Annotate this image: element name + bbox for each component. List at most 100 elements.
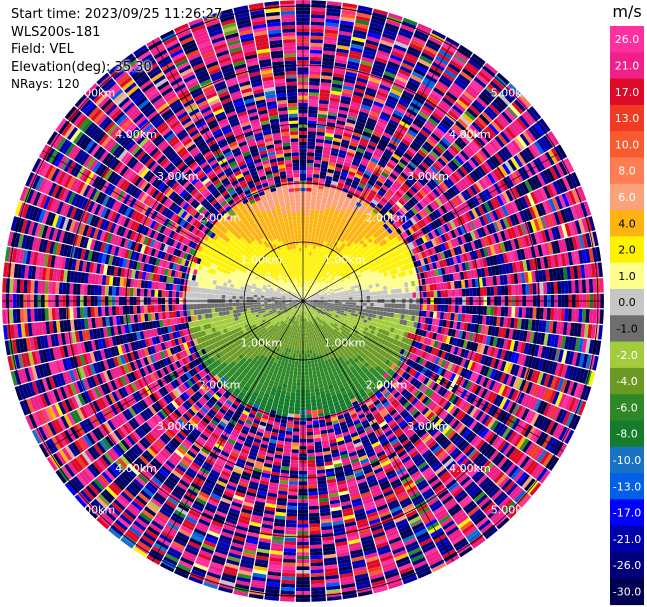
range-gate bbox=[328, 108, 339, 113]
range-gate bbox=[348, 171, 356, 177]
range-gate bbox=[338, 197, 345, 203]
range-gate bbox=[329, 158, 337, 164]
range-gate bbox=[309, 296, 313, 298]
range-gate bbox=[428, 213, 436, 222]
range-gate bbox=[571, 172, 581, 187]
range-gate bbox=[370, 280, 376, 285]
range-gate bbox=[497, 306, 502, 317]
range-gate bbox=[424, 141, 434, 150]
range-gate bbox=[355, 121, 366, 128]
range-gate bbox=[420, 52, 435, 62]
range-gate bbox=[365, 285, 370, 290]
range-gate bbox=[460, 178, 470, 189]
range-gate bbox=[341, 295, 346, 298]
range-gate bbox=[546, 307, 551, 320]
range-gate bbox=[464, 161, 474, 172]
range-gate bbox=[476, 228, 484, 238]
range-gate bbox=[402, 169, 411, 177]
range-gate bbox=[436, 172, 446, 182]
range-gate bbox=[344, 78, 356, 84]
range-gate bbox=[442, 152, 452, 162]
range-gate bbox=[428, 135, 439, 145]
range-gate bbox=[303, 276, 305, 280]
range-gate bbox=[393, 237, 400, 244]
range-gate bbox=[393, 250, 399, 257]
range-gate bbox=[533, 122, 545, 137]
range-gate bbox=[304, 290, 306, 295]
range-gate bbox=[318, 214, 324, 219]
range-gate bbox=[396, 266, 402, 273]
range-gate bbox=[475, 181, 484, 192]
range-gate bbox=[413, 155, 423, 164]
range-gate bbox=[308, 294, 312, 297]
range-gate bbox=[483, 306, 487, 316]
range-gate bbox=[412, 304, 417, 310]
range-gate bbox=[463, 233, 470, 243]
range-gate bbox=[337, 262, 342, 267]
range-gate bbox=[326, 291, 331, 294]
range-gate bbox=[518, 115, 531, 129]
range-gate bbox=[363, 219, 370, 226]
range-gate bbox=[528, 145, 539, 159]
range-gate bbox=[343, 264, 348, 269]
range-gate bbox=[482, 214, 490, 225]
range-gate bbox=[333, 234, 339, 239]
range-gate bbox=[360, 231, 367, 237]
range-gate bbox=[571, 280, 576, 294]
range-gate bbox=[395, 255, 401, 262]
range-gate bbox=[390, 312, 395, 318]
range-gate bbox=[327, 263, 331, 268]
range-gate bbox=[542, 135, 554, 149]
range-gate bbox=[306, 298, 310, 300]
range-gate bbox=[312, 227, 317, 232]
range-gate bbox=[321, 289, 326, 292]
range-gate bbox=[342, 85, 354, 91]
range-gate bbox=[307, 244, 311, 249]
range-gate bbox=[363, 302, 367, 306]
range-gate bbox=[395, 201, 403, 209]
range-gate bbox=[362, 154, 372, 161]
range-gate bbox=[353, 260, 359, 265]
range-gate bbox=[467, 59, 482, 71]
range-gate bbox=[351, 288, 356, 292]
range-gate bbox=[404, 270, 410, 276]
range-gate bbox=[483, 161, 493, 173]
range-gate bbox=[315, 268, 319, 273]
range-gate bbox=[408, 227, 415, 235]
range-gate bbox=[453, 79, 467, 90]
range-gate bbox=[369, 235, 376, 242]
range-gate bbox=[443, 232, 450, 242]
range-gate bbox=[311, 399, 317, 404]
range-gate bbox=[316, 253, 320, 258]
range-gate bbox=[399, 141, 409, 150]
range-gate bbox=[444, 305, 449, 313]
range-gate bbox=[325, 15, 340, 21]
range-gate bbox=[470, 140, 481, 152]
range-gate bbox=[308, 284, 311, 289]
range-gate bbox=[385, 191, 393, 199]
range-gate bbox=[466, 187, 475, 198]
range-gate bbox=[306, 258, 309, 263]
range-gate bbox=[325, 22, 339, 28]
range-gate bbox=[368, 77, 381, 84]
range-gate bbox=[526, 221, 534, 234]
range-gate bbox=[322, 61, 334, 66]
range-gate bbox=[410, 123, 421, 132]
range-gate bbox=[423, 184, 432, 193]
range-gate bbox=[331, 229, 337, 234]
range-gate bbox=[344, 306, 349, 310]
range-gate bbox=[409, 174, 418, 183]
range-gate bbox=[423, 45, 438, 55]
range-gate bbox=[310, 42, 323, 47]
range-gate bbox=[355, 189, 362, 196]
range-gate bbox=[507, 124, 519, 137]
range-gate bbox=[524, 179, 533, 193]
range-gate bbox=[329, 255, 333, 261]
range-gate bbox=[309, 297, 313, 299]
range-gate bbox=[341, 218, 347, 224]
range-gate bbox=[314, 209, 320, 214]
range-gate bbox=[418, 244, 424, 252]
range-gate bbox=[522, 209, 530, 222]
range-gate bbox=[528, 283, 533, 295]
range-gate bbox=[454, 155, 465, 165]
